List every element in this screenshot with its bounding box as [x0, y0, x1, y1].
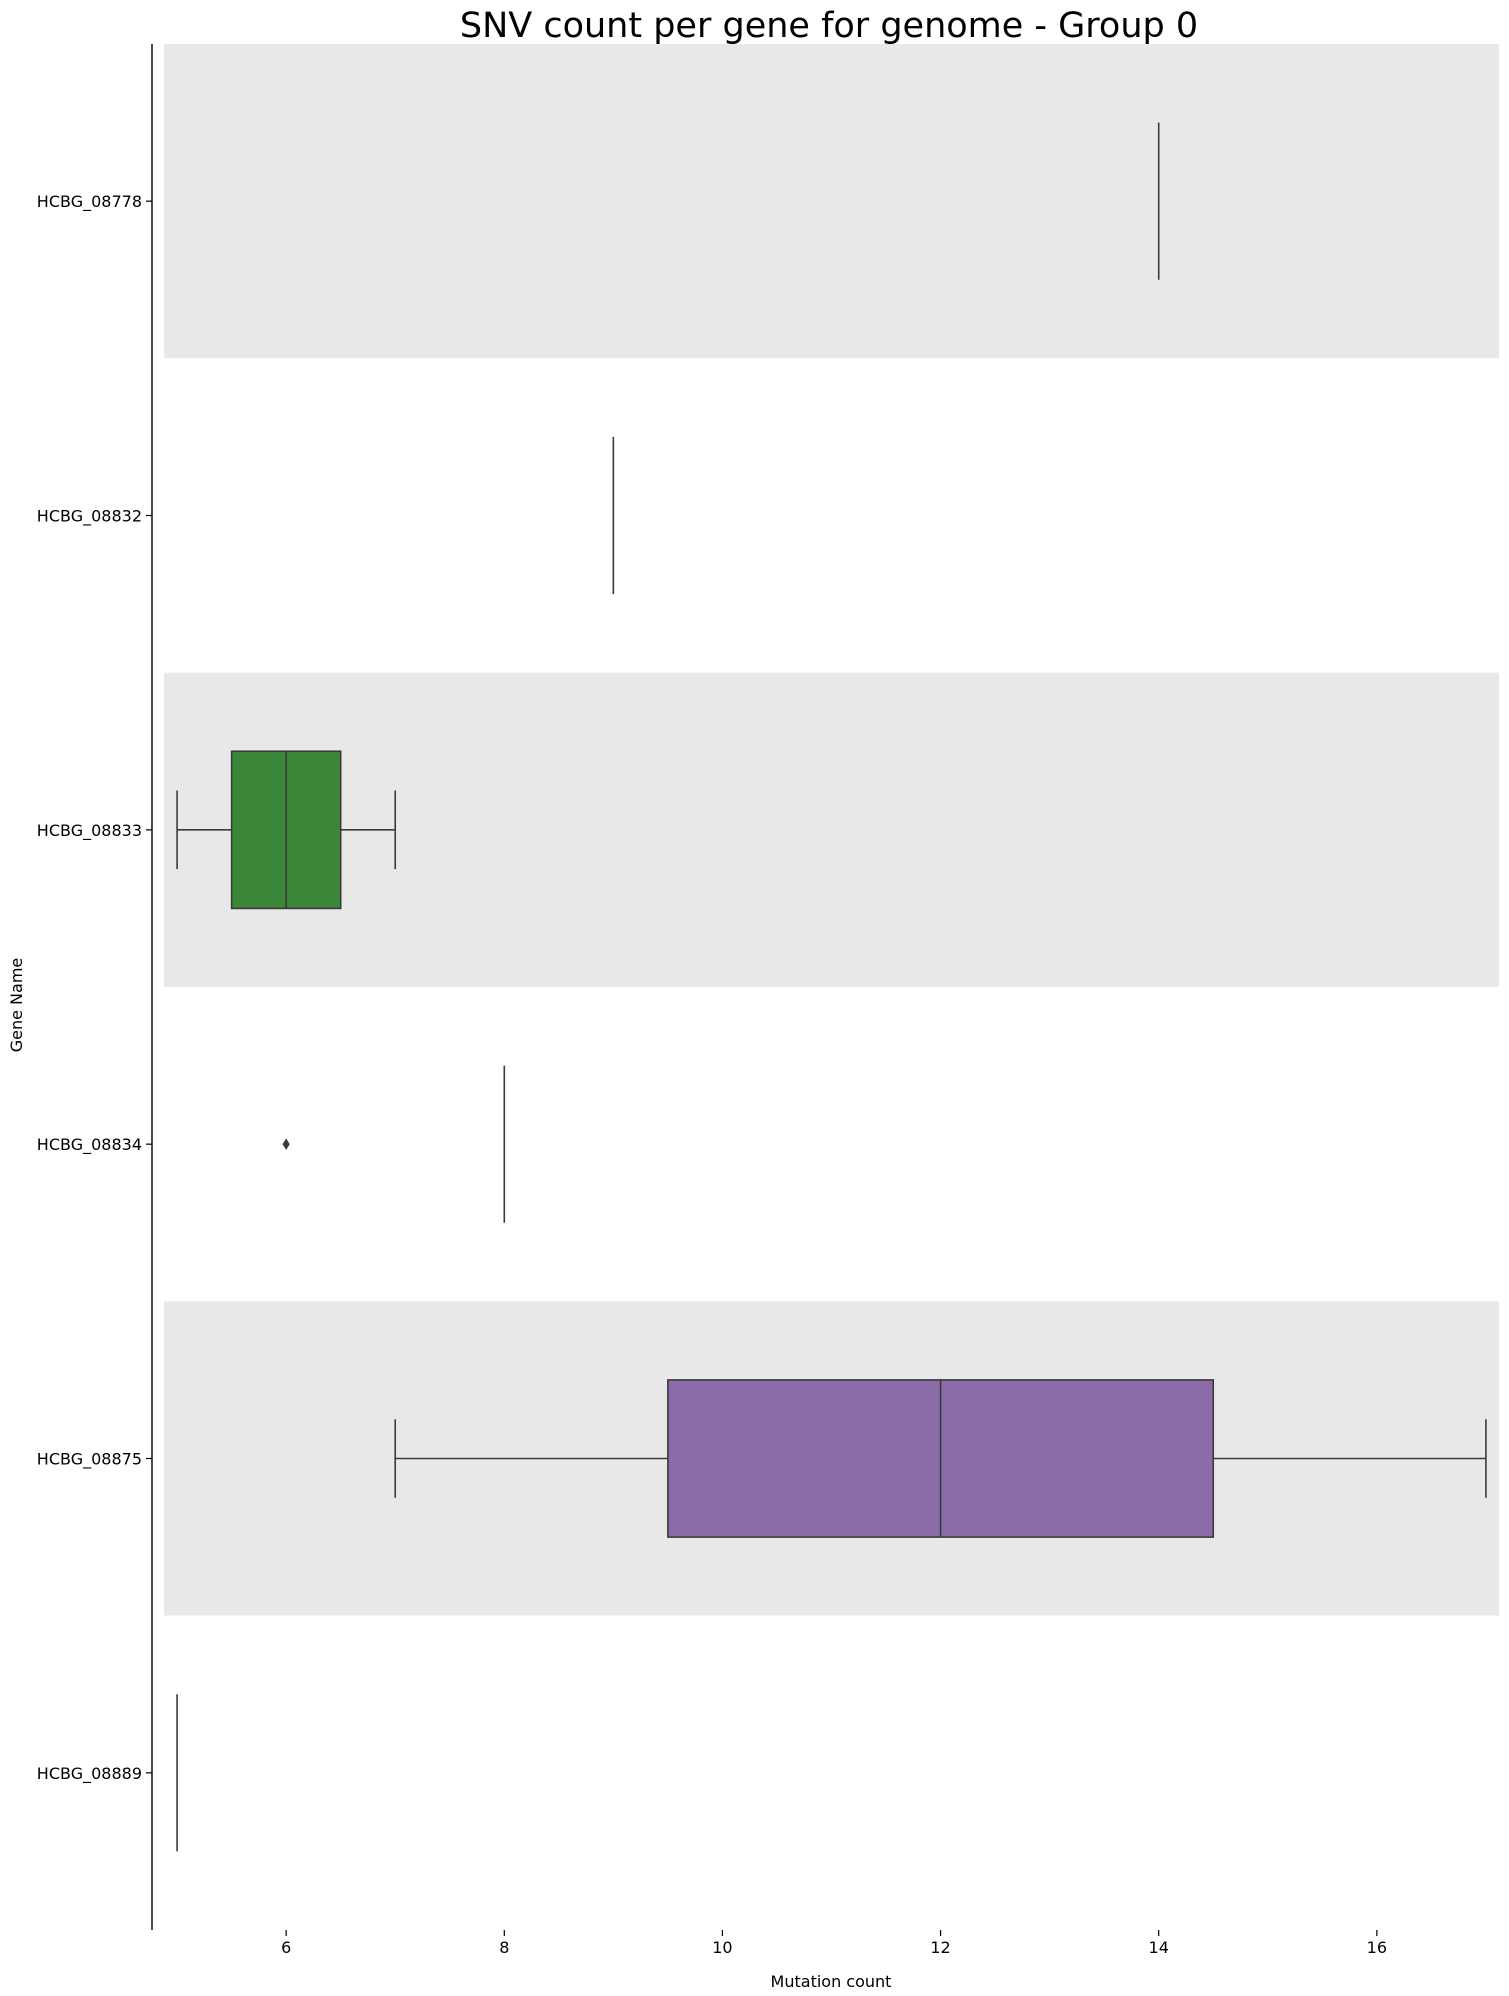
- x-tick-label: 16: [1367, 1938, 1387, 1957]
- y-tick-label: HCBG_08778: [37, 192, 142, 212]
- background-band: [164, 1615, 1499, 1930]
- outlier-point: [282, 1138, 290, 1151]
- x-tick-labels: 6 8 10 12 14 16: [281, 1930, 1387, 1957]
- box-HCBG_08834: [282, 1065, 506, 1223]
- y-tick-labels: HCBG_08778 HCBG_08832 HCBG_08833 HCBG_08834…: [37, 192, 152, 1784]
- x-tick-label: 10: [712, 1938, 732, 1957]
- background-band: [164, 44, 1499, 359]
- y-tick-label: HCBG_08833: [37, 821, 142, 841]
- chart-title: SNV count per gene for genome - Group 0: [460, 6, 1198, 46]
- x-tick-label: 14: [1149, 1938, 1169, 1957]
- background-bands: [164, 44, 1499, 1930]
- x-tick-label: 8: [499, 1938, 509, 1957]
- background-band: [164, 987, 1499, 1302]
- y-tick-label: HCBG_08889: [37, 1764, 142, 1784]
- x-axis-label: Mutation count: [771, 1972, 892, 1991]
- background-band: [164, 358, 1499, 673]
- box-HCBG_08875: [394, 1379, 1487, 1538]
- x-tick-label: 6: [281, 1938, 291, 1957]
- x-tick-label: 12: [930, 1938, 950, 1957]
- boxes-layer: [176, 122, 1487, 1852]
- y-tick-label: HCBG_08832: [37, 507, 142, 527]
- box-HCBG_08833: [176, 750, 397, 910]
- y-tick-label: HCBG_08834: [37, 1135, 142, 1155]
- y-axis-label: Gene Name: [7, 958, 26, 1053]
- y-tick-label: HCBG_08875: [37, 1450, 142, 1470]
